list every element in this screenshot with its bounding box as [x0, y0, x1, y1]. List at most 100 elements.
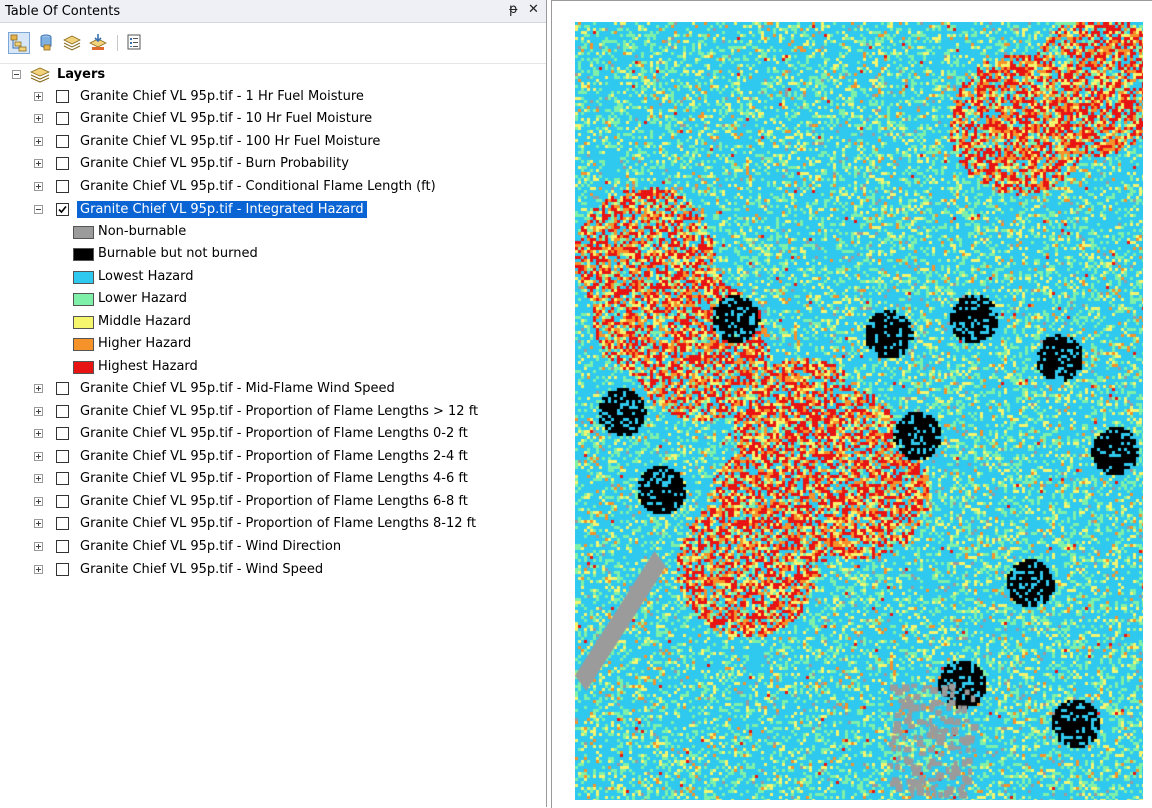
layer-row[interactable]: Granite Chief VL 95p.tif - Wind Speed — [0, 559, 546, 581]
expand-icon[interactable] — [34, 159, 43, 168]
legend-label: Highest Hazard — [98, 359, 198, 374]
layer-visibility-checkbox[interactable] — [56, 517, 69, 530]
list-by-source-icon — [40, 34, 52, 51]
legend-swatch — [73, 248, 94, 261]
layers-stack-icon — [30, 67, 50, 83]
expand-icon[interactable] — [34, 384, 43, 393]
legend-label: Lowest Hazard — [98, 269, 194, 284]
layer-row[interactable]: Granite Chief VL 95p.tif - 1 Hr Fuel Moi… — [0, 86, 546, 108]
legend-swatch — [73, 271, 94, 284]
expand-icon[interactable] — [34, 137, 43, 146]
layer-label: Granite Chief VL 95p.tif - 1 Hr Fuel Moi… — [80, 89, 364, 104]
layer-visibility-checkbox-checked[interactable] — [56, 203, 69, 216]
panel-title: Table Of Contents — [5, 4, 121, 19]
legend-swatch — [73, 226, 94, 239]
layer-label: Granite Chief VL 95p.tif - Proportion of… — [80, 494, 468, 509]
layers-root-label: Layers — [57, 67, 106, 82]
layers-root-row[interactable]: Layers — [0, 64, 546, 86]
layer-visibility-checkbox[interactable] — [56, 405, 69, 418]
layer-row[interactable]: Granite Chief VL 95p.tif - Proportion of… — [0, 446, 546, 468]
layer-label: Granite Chief VL 95p.tif - Wind Directio… — [80, 539, 342, 554]
legend-item: Higher Hazard — [0, 333, 546, 355]
layer-visibility-checkbox[interactable] — [56, 157, 69, 170]
list-by-selection-button[interactable] — [88, 32, 110, 54]
legend-swatch — [73, 338, 94, 351]
table-of-contents-panel: Table Of Contents ᵽ ✕ — [0, 0, 547, 807]
legend-item: Highest Hazard — [0, 356, 546, 378]
layer-label: Granite Chief VL 95p.tif - Proportion of… — [80, 426, 468, 441]
layer-row[interactable]: Granite Chief VL 95p.tif - Wind Directio… — [0, 536, 546, 558]
layer-visibility-checkbox[interactable] — [56, 382, 69, 395]
collapse-icon[interactable] — [34, 205, 43, 214]
layer-label: Granite Chief VL 95p.tif - 100 Hr Fuel M… — [80, 134, 381, 149]
layer-visibility-checkbox[interactable] — [56, 135, 69, 148]
expand-icon[interactable] — [34, 542, 43, 551]
toc-toolbar — [0, 23, 546, 64]
layer-row[interactable]: Granite Chief VL 95p.tif - Proportion of… — [0, 423, 546, 445]
layer-label: Granite Chief VL 95p.tif - Burn Probabil… — [80, 156, 349, 171]
legend-swatch — [73, 361, 94, 374]
list-by-selection-icon — [89, 34, 107, 50]
expand-icon[interactable] — [34, 519, 43, 528]
layer-label: Granite Chief VL 95p.tif - Proportion of… — [80, 404, 479, 419]
list-by-visibility-button[interactable] — [62, 32, 84, 54]
layer-row[interactable]: Granite Chief VL 95p.tif - Proportion of… — [0, 513, 546, 535]
legend-item: Non-burnable — [0, 221, 546, 243]
list-by-drawing-order-icon — [10, 34, 27, 52]
layer-label: Granite Chief VL 95p.tif - Mid-Flame Win… — [80, 381, 395, 396]
layer-label: Granite Chief VL 95p.tif - 10 Hr Fuel Mo… — [80, 111, 373, 126]
layer-visibility-checkbox[interactable] — [56, 180, 69, 193]
layer-visibility-checkbox[interactable] — [56, 495, 69, 508]
layer-visibility-checkbox[interactable] — [56, 427, 69, 440]
layer-visibility-checkbox[interactable] — [56, 90, 69, 103]
legend-label: Burnable but not burned — [98, 246, 258, 261]
toolbar-separator — [117, 35, 118, 51]
layer-visibility-checkbox[interactable] — [56, 563, 69, 576]
layer-label: Granite Chief VL 95p.tif - Proportion of… — [80, 516, 477, 531]
layer-row[interactable]: Granite Chief VL 95p.tif - Burn Probabil… — [0, 153, 546, 175]
legend-swatch — [73, 293, 94, 306]
expand-icon[interactable] — [34, 407, 43, 416]
panel-title-bar: Table Of Contents ᵽ ✕ — [0, 0, 546, 23]
legend-label: Non-burnable — [98, 224, 187, 239]
legend-swatch — [73, 316, 94, 329]
list-by-drawing-order-button[interactable] — [8, 32, 30, 54]
layer-label: Granite Chief VL 95p.tif - Proportion of… — [80, 471, 468, 486]
layer-row[interactable]: Granite Chief VL 95p.tif - Proportion of… — [0, 401, 546, 423]
options-icon — [127, 34, 141, 50]
layer-row[interactable]: Granite Chief VL 95p.tif - Conditional F… — [0, 176, 546, 198]
options-button[interactable] — [124, 32, 146, 54]
legend-label: Lower Hazard — [98, 291, 187, 306]
legend-item: Lowest Hazard — [0, 266, 546, 288]
layer-row[interactable]: Granite Chief VL 95p.tif - Proportion of… — [0, 468, 546, 490]
hazard-raster-map[interactable] — [575, 22, 1143, 800]
checkmark-icon — [58, 205, 67, 214]
expand-icon[interactable] — [34, 182, 43, 191]
list-by-source-button[interactable] — [36, 32, 58, 54]
legend-label: Higher Hazard — [98, 336, 192, 351]
layer-row[interactable]: Granite Chief VL 95p.tif - 100 Hr Fuel M… — [0, 131, 546, 153]
layer-row[interactable]: Granite Chief VL 95p.tif - 10 Hr Fuel Mo… — [0, 108, 546, 130]
layer-visibility-checkbox[interactable] — [56, 112, 69, 125]
pin-icon[interactable]: ᵽ — [509, 2, 518, 17]
expand-icon[interactable] — [34, 474, 43, 483]
expand-icon[interactable] — [34, 429, 43, 438]
layer-row-selected[interactable]: Granite Chief VL 95p.tif - Integrated Ha… — [0, 199, 546, 221]
layer-row[interactable]: Granite Chief VL 95p.tif - Proportion of… — [0, 491, 546, 513]
layer-visibility-checkbox[interactable] — [56, 472, 69, 485]
expand-icon[interactable] — [34, 452, 43, 461]
layer-visibility-checkbox[interactable] — [56, 540, 69, 553]
expand-icon[interactable] — [34, 497, 43, 506]
legend-item: Lower Hazard — [0, 288, 546, 310]
layer-visibility-checkbox[interactable] — [56, 450, 69, 463]
expand-icon[interactable] — [34, 565, 43, 574]
expand-icon[interactable] — [34, 114, 43, 123]
legend-item: Burnable but not burned — [0, 243, 546, 265]
list-by-visibility-icon — [63, 35, 81, 51]
layer-label: Granite Chief VL 95p.tif - Conditional F… — [80, 179, 436, 194]
legend-item: Middle Hazard — [0, 311, 546, 333]
layer-row[interactable]: Granite Chief VL 95p.tif - Mid-Flame Win… — [0, 378, 546, 400]
expand-icon[interactable] — [34, 92, 43, 101]
collapse-icon[interactable] — [12, 70, 21, 79]
close-icon[interactable]: ✕ — [528, 2, 539, 17]
